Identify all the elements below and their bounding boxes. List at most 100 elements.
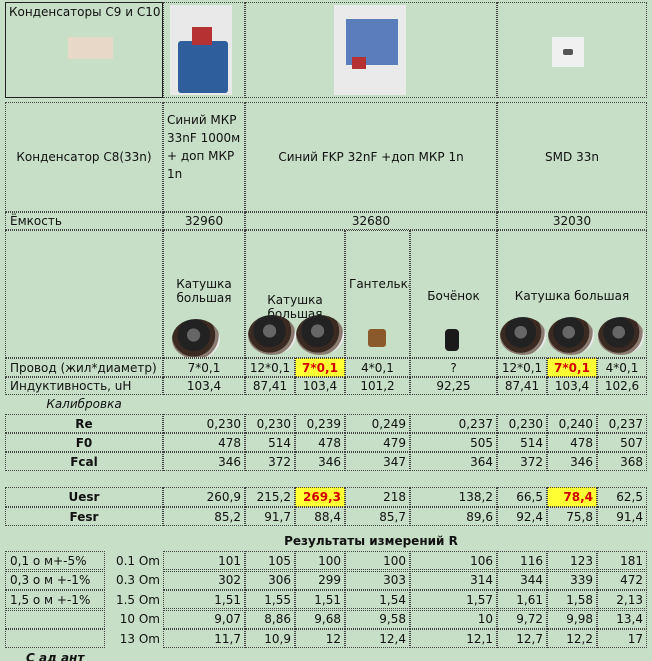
wire-value: ? bbox=[410, 358, 497, 377]
coil-header-big1-text: Катушка большая bbox=[176, 277, 232, 305]
inductance-value: 103,4 bbox=[163, 377, 245, 395]
inductance-value: 101,2 bbox=[345, 377, 410, 395]
re-label: Re bbox=[5, 414, 163, 433]
result-value: 11,7 bbox=[163, 629, 245, 648]
coil-header-big3-text: Катушка большая bbox=[514, 289, 630, 303]
uesr-value: 218 bbox=[345, 487, 410, 507]
coil-photo bbox=[172, 319, 220, 357]
photo-cell-2 bbox=[245, 2, 497, 98]
result-label bbox=[5, 629, 105, 648]
coil-header-big2: Катушка большая bbox=[245, 230, 345, 358]
f0-value: 479 bbox=[345, 433, 410, 452]
result-value: 1,54 bbox=[345, 590, 410, 609]
capacitor-col2-text: Синий FKP 32nF +доп МКР 1n bbox=[278, 150, 464, 164]
result-value: 9,68 bbox=[295, 609, 345, 629]
capacitor-col3-text: SMD 33n bbox=[545, 150, 599, 164]
re-value: 0,249 bbox=[345, 414, 410, 433]
result-value: 12 bbox=[295, 629, 345, 648]
result-value: 9,58 bbox=[345, 609, 410, 629]
result-sub: 13 Om bbox=[119, 631, 160, 646]
result-value: 339 bbox=[547, 570, 597, 590]
coil-header-barrel-text: Бочёнок bbox=[427, 289, 480, 303]
result-value: 100 bbox=[345, 551, 410, 570]
result-value: 2,13 bbox=[597, 590, 647, 609]
result-value: 106 bbox=[410, 551, 497, 570]
capacitor-photo-fkp bbox=[334, 5, 406, 95]
inductance-value: 103,4 bbox=[547, 377, 597, 395]
wire-value: 7*0,1 bbox=[163, 358, 245, 377]
fcal-value: 368 bbox=[597, 452, 647, 471]
capacitor-photo-small bbox=[68, 37, 113, 59]
result-value: 17 bbox=[597, 629, 647, 648]
capacitor-col3: SMD 33n bbox=[497, 102, 647, 212]
re-value: 0,230 bbox=[497, 414, 547, 433]
capacity-v1-text: 32960 bbox=[184, 214, 224, 228]
result-value: 1,51 bbox=[163, 590, 245, 609]
f0-value: 514 bbox=[245, 433, 295, 452]
result-value: 9,72 bbox=[497, 609, 547, 629]
result-value: 105 bbox=[245, 551, 295, 570]
re-value: 0,230 bbox=[245, 414, 295, 433]
inductance-value: 87,41 bbox=[497, 377, 547, 395]
result-sub: 0.1 Om bbox=[115, 553, 160, 568]
fesr-value: 91,4 bbox=[597, 507, 647, 526]
uesr-value: 138,2 bbox=[410, 487, 497, 507]
coil-header-big3: Катушка большая bbox=[497, 230, 647, 358]
uesr-value: 66,5 bbox=[497, 487, 547, 507]
uesr-value: 269,3 bbox=[295, 487, 345, 507]
capacitor-label-text: Конденсатор C8(33n) bbox=[16, 150, 152, 164]
result-value: 314 bbox=[410, 570, 497, 590]
coil-blank bbox=[5, 230, 163, 358]
wire-value: 7*0,1 bbox=[295, 358, 345, 377]
results-title: Результаты измерений R bbox=[284, 534, 458, 548]
result-value: 123 bbox=[547, 551, 597, 570]
inductance-value: 92,25 bbox=[410, 377, 497, 395]
result-value: 100 bbox=[295, 551, 345, 570]
f0-value: 507 bbox=[597, 433, 647, 452]
footer-cut: С ад ант bbox=[26, 651, 85, 661]
coil-photo bbox=[500, 317, 546, 355]
photo-cell-1 bbox=[163, 2, 245, 98]
inductance-value: 87,41 bbox=[245, 377, 295, 395]
result-value: 1,51 bbox=[295, 590, 345, 609]
coil-header-dumbbell-text: Гантелька bbox=[349, 277, 410, 291]
wire-value: 12*0,1 bbox=[245, 358, 295, 377]
result-value: 1,61 bbox=[497, 590, 547, 609]
fesr-value: 85,7 bbox=[345, 507, 410, 526]
uesr-value: 62,5 bbox=[597, 487, 647, 507]
result-sub: 10 Om bbox=[119, 612, 160, 626]
wire-value: 7*0,1 bbox=[547, 358, 597, 377]
fcal-value: 346 bbox=[163, 452, 245, 471]
fesr-value: 91,7 bbox=[245, 507, 295, 526]
re-value: 0,239 bbox=[295, 414, 345, 433]
result-value: 303 bbox=[345, 570, 410, 590]
fesr-value: 92,4 bbox=[497, 507, 547, 526]
coil-photo bbox=[548, 317, 594, 355]
coil-photo bbox=[598, 317, 644, 355]
dumbbell-coil-photo bbox=[368, 329, 386, 347]
uesr-value: 215,2 bbox=[245, 487, 295, 507]
result-value: 12,7 bbox=[497, 629, 547, 648]
coil-header-big1: Катушка большая bbox=[163, 230, 245, 358]
calibration-label: Калибровка bbox=[46, 396, 122, 411]
fesr-value: 89,6 bbox=[410, 507, 497, 526]
f0-value: 514 bbox=[497, 433, 547, 452]
title-text: Конденсаторы C9 и C10 bbox=[9, 5, 161, 19]
capacitor-photo-smd bbox=[552, 37, 584, 67]
result-value: 1,57 bbox=[410, 590, 497, 609]
result-value: 1,58 bbox=[547, 590, 597, 609]
wire-value: 4*0,1 bbox=[345, 358, 410, 377]
wire-value: 4*0,1 bbox=[597, 358, 647, 377]
re-value: 0,230 bbox=[163, 414, 245, 433]
result-sub: 0.3 Om bbox=[115, 573, 160, 587]
capacity-label: Ёмкость bbox=[5, 212, 163, 230]
result-value: 299 bbox=[295, 570, 345, 590]
capacity-v1: 32960 bbox=[163, 212, 245, 230]
fesr-value: 75,8 bbox=[547, 507, 597, 526]
capacitor-label: Конденсатор C8(33n) bbox=[5, 102, 163, 212]
result-value: 12,2 bbox=[547, 629, 597, 648]
result-label bbox=[5, 609, 105, 629]
re-value: 0,237 bbox=[597, 414, 647, 433]
f0-value: 478 bbox=[295, 433, 345, 452]
barrel-coil-photo bbox=[445, 329, 459, 351]
